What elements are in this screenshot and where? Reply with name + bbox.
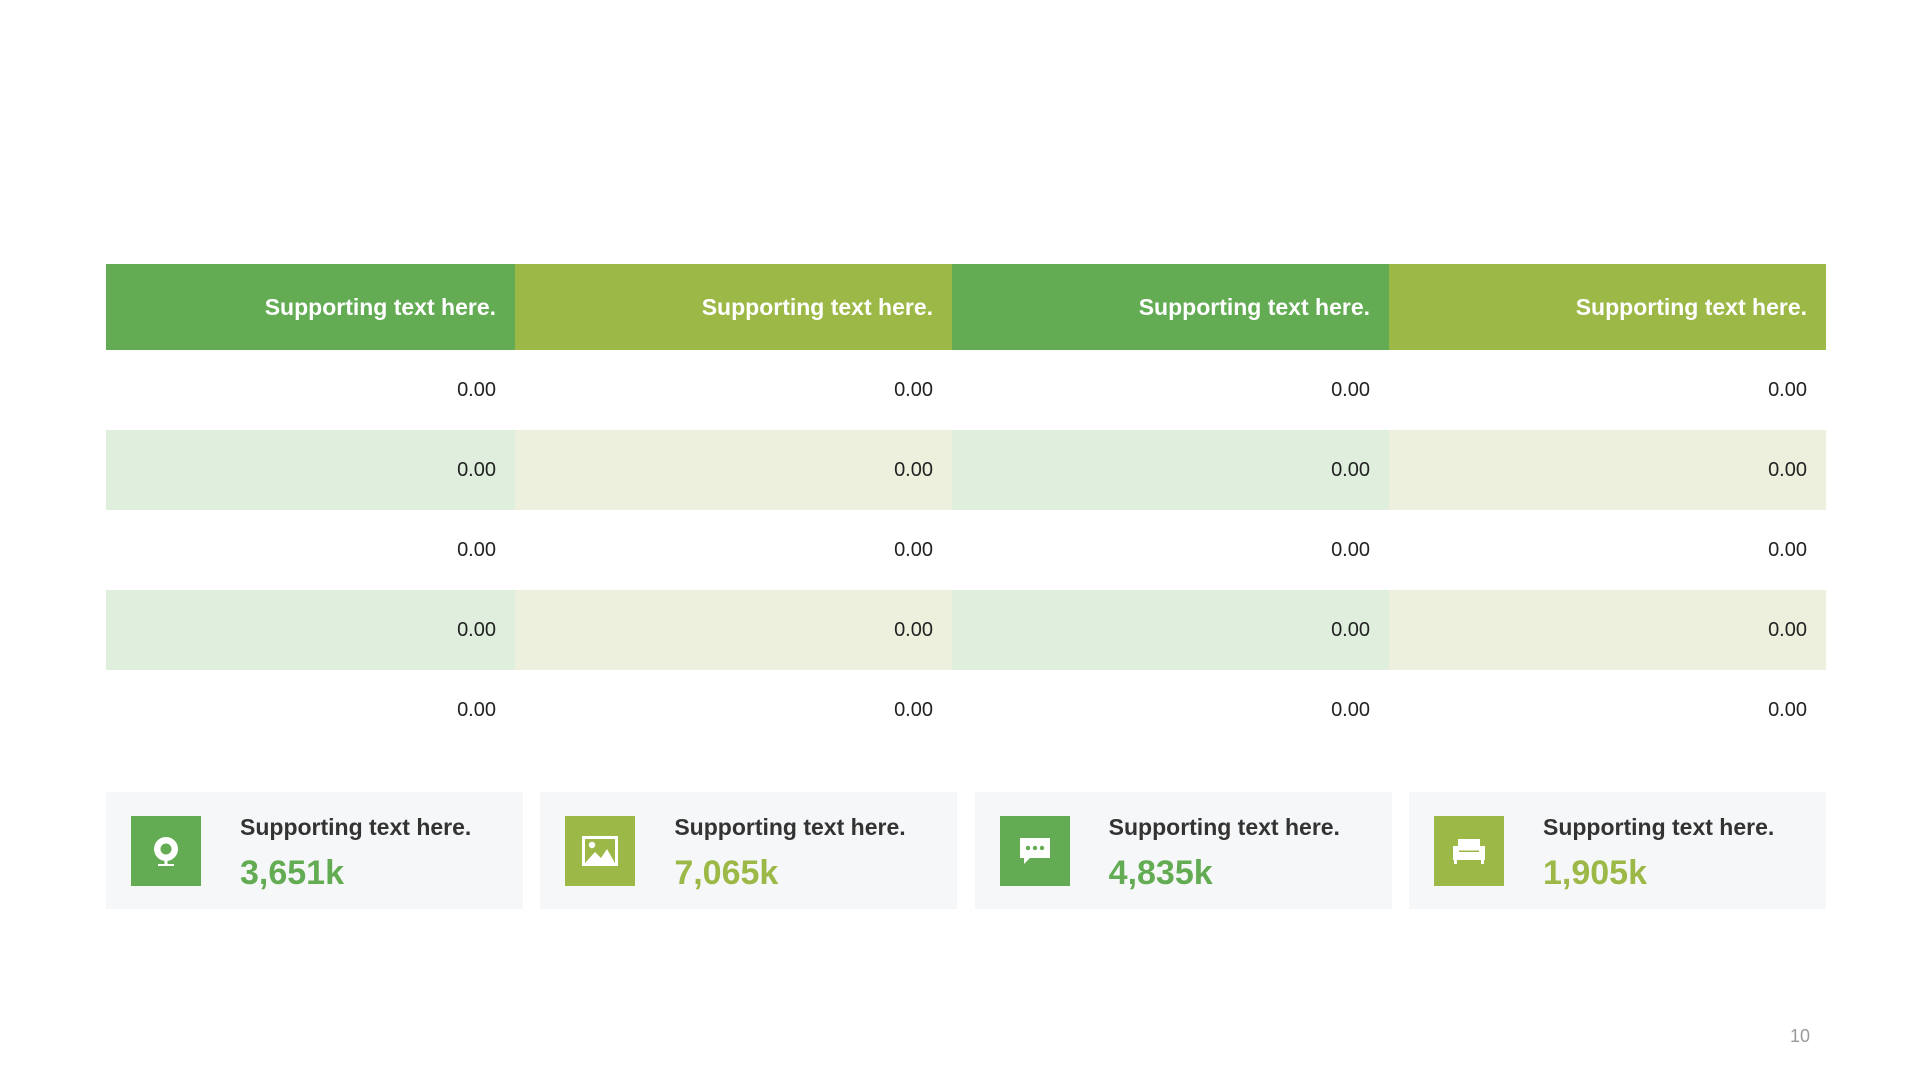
stat-cards: Supporting text here. 3,651k Supporting …	[106, 792, 1826, 909]
sofa-icon	[1452, 839, 1485, 864]
table-cell: 0.00	[515, 510, 952, 590]
table-cell: 0.00	[106, 350, 515, 430]
table-header-row: Supporting text here. Supporting text he…	[106, 264, 1826, 350]
table-cell: 0.00	[106, 510, 515, 590]
column-header: Supporting text here.	[106, 264, 515, 350]
table-cell: 0.00	[1389, 670, 1826, 750]
stat-label: Supporting text here.	[1542, 814, 1775, 840]
table-cell: 0.00	[1389, 510, 1826, 590]
table-cell: 0.00	[515, 590, 952, 670]
stat-value: 3,651k	[240, 854, 344, 892]
table-cell: 0.00	[106, 590, 515, 670]
stat-value: 1,905k	[1542, 854, 1647, 892]
stat-card: Supporting text here. 7,065k	[540, 792, 958, 909]
stat-value: 4,835k	[1108, 854, 1213, 892]
stat-label: Supporting text here.	[674, 814, 906, 840]
stat-label: Supporting text here.	[1108, 814, 1340, 840]
table-cell: 0.00	[1389, 350, 1826, 430]
column-header: Supporting text here.	[952, 264, 1389, 350]
stat-value: 7,065k	[674, 854, 779, 892]
table-cell: 0.00	[952, 510, 1389, 590]
icon-tile	[999, 816, 1070, 886]
table-row: 0.00 0.00 0.00 0.00	[106, 510, 1826, 590]
stat-label: Supporting text here.	[240, 814, 472, 840]
table-cell: 0.00	[515, 350, 952, 430]
table-cell: 0.00	[952, 430, 1389, 510]
stat-card: Supporting text here. 1,905k	[1408, 792, 1826, 909]
icon-tile	[131, 816, 201, 886]
table-cell: 0.00	[106, 430, 515, 510]
column-header: Supporting text here.	[1389, 264, 1826, 350]
table-cell: 0.00	[952, 590, 1389, 670]
icon-tile	[1433, 816, 1504, 886]
table-row: 0.00 0.00 0.00 0.00	[106, 350, 1826, 430]
column-header: Supporting text here.	[515, 264, 952, 350]
icon-tile	[565, 816, 636, 886]
stat-card: Supporting text here. 3,651k	[106, 792, 523, 909]
table-cell: 0.00	[952, 350, 1389, 430]
table-cell: 0.00	[106, 670, 515, 750]
page-number: 10	[1789, 1026, 1810, 1046]
table-row: 0.00 0.00 0.00 0.00	[106, 670, 1826, 750]
table-cell: 0.00	[1389, 590, 1826, 670]
table-cell: 0.00	[515, 670, 952, 750]
image-icon	[582, 836, 619, 866]
webcam-icon	[154, 837, 178, 866]
table-cell: 0.00	[952, 670, 1389, 750]
table-row: 0.00 0.00 0.00 0.00	[106, 590, 1826, 670]
stat-card: Supporting text here. 4,835k	[974, 792, 1392, 909]
table-cell: 0.00	[1389, 430, 1826, 510]
table-row: 0.00 0.00 0.00 0.00	[106, 430, 1826, 510]
table-cell: 0.00	[515, 430, 952, 510]
chat-icon	[1019, 838, 1050, 864]
data-table: Supporting text here. Supporting text he…	[106, 264, 1826, 750]
